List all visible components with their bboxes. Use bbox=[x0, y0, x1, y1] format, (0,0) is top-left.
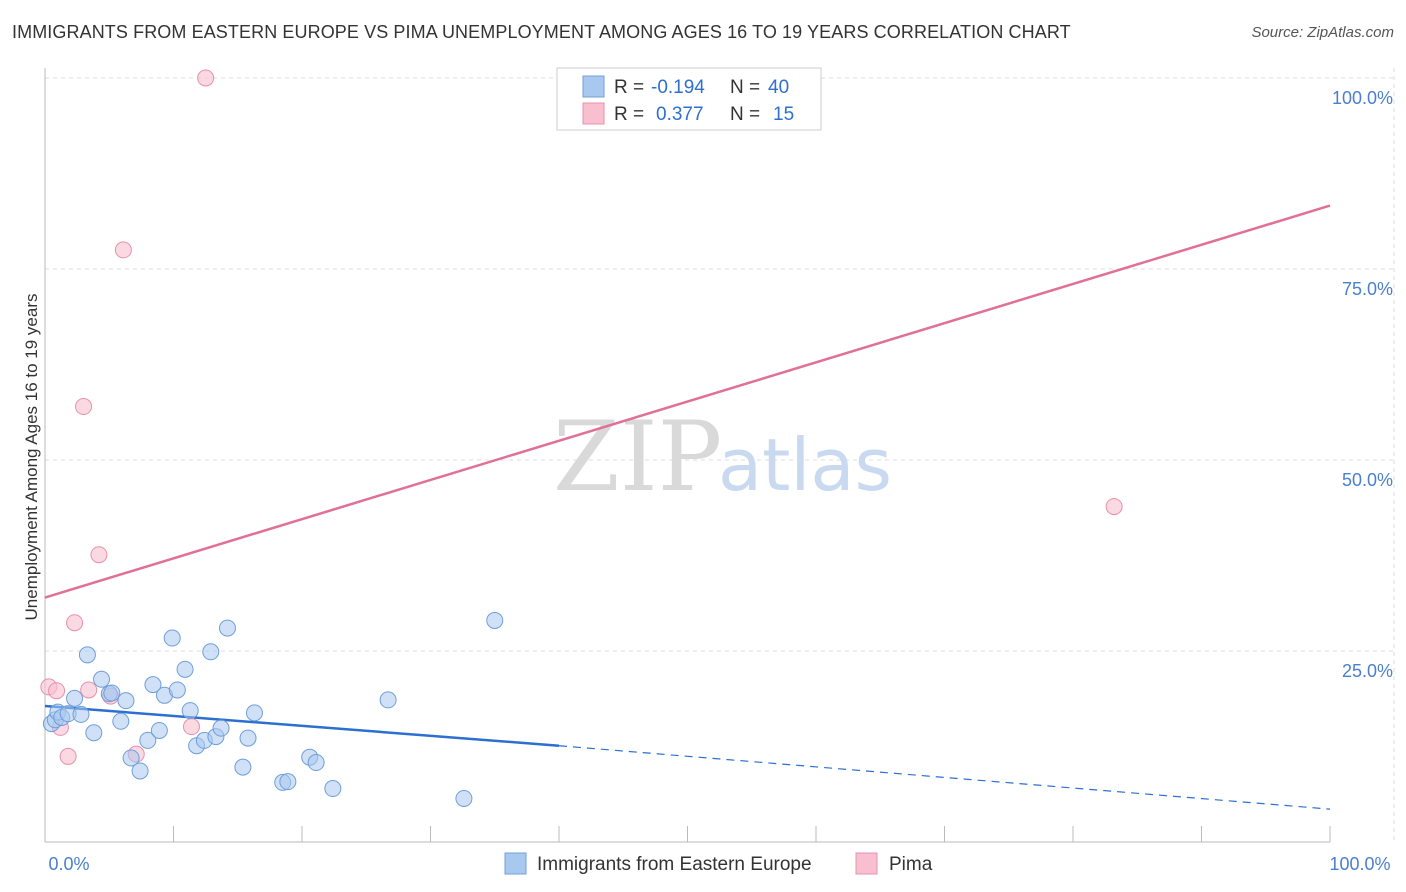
data-point-immigrants bbox=[379, 691, 397, 709]
x-tick-label: 100.0% bbox=[1329, 854, 1390, 874]
data-point-pima bbox=[48, 682, 66, 700]
data-point-immigrants bbox=[202, 643, 220, 661]
legend-r-label-immigrants: R = bbox=[614, 77, 644, 98]
data-points bbox=[40, 69, 1123, 807]
data-point-immigrants bbox=[66, 689, 84, 707]
y-tick-label: 100.0% bbox=[1332, 88, 1393, 108]
data-point-immigrants bbox=[234, 758, 252, 776]
legend-swatch-pima bbox=[582, 102, 605, 125]
data-point-immigrants bbox=[239, 729, 257, 747]
data-point-immigrants bbox=[93, 670, 111, 688]
data-point-immigrants bbox=[117, 692, 135, 710]
legend-r-value-immigrants: -0.194 bbox=[651, 77, 705, 98]
data-point-immigrants bbox=[163, 629, 181, 647]
legend-n-value-immigrants: 40 bbox=[768, 77, 789, 98]
data-point-pima bbox=[182, 718, 200, 736]
data-point-immigrants bbox=[486, 611, 504, 629]
data-point-immigrants bbox=[279, 773, 297, 791]
data-point-immigrants bbox=[112, 712, 130, 730]
y-tick-label: 50.0% bbox=[1342, 470, 1393, 490]
data-point-immigrants bbox=[72, 705, 90, 723]
series-legend-swatch-immigrants bbox=[504, 852, 527, 875]
data-point-immigrants bbox=[131, 762, 149, 780]
axes bbox=[44, 68, 1331, 843]
trend-lines bbox=[44, 204, 1331, 810]
data-point-immigrants bbox=[181, 702, 199, 720]
trend-line-immigrants bbox=[44, 704, 560, 747]
legend-r-value-pima: 0.377 bbox=[656, 104, 704, 125]
source-label: Source: ZipAtlas.com bbox=[1251, 24, 1394, 41]
data-point-pima bbox=[90, 546, 108, 564]
data-point-immigrants bbox=[168, 681, 186, 699]
data-point-immigrants bbox=[455, 789, 473, 807]
correlation-legend: R = -0.194 N = 40 R = 0.377 N = 15 bbox=[556, 67, 822, 131]
data-point-immigrants bbox=[245, 704, 263, 722]
data-point-pima bbox=[66, 614, 84, 632]
data-point-pima bbox=[59, 747, 77, 765]
legend-n-label-pima: N = bbox=[730, 104, 760, 125]
watermark-zip: ZIP bbox=[553, 401, 722, 513]
data-point-pima bbox=[1105, 498, 1123, 516]
data-point-pima bbox=[197, 69, 215, 87]
data-point-pima bbox=[75, 398, 93, 416]
trend-line-pima bbox=[44, 204, 1331, 599]
data-point-immigrants bbox=[103, 684, 121, 702]
chart-title: IMMIGRANTS FROM EASTERN EUROPE VS PIMA U… bbox=[12, 22, 1071, 42]
data-point-immigrants bbox=[218, 619, 236, 637]
series-legend-swatch-pima bbox=[855, 852, 878, 875]
legend-n-value-pima: 15 bbox=[773, 104, 794, 125]
x-tick-label: 0.0% bbox=[48, 854, 89, 874]
series-legend: Immigrants from Eastern Europe Pima bbox=[504, 852, 933, 875]
data-point-pima bbox=[114, 241, 132, 259]
y-tick-label: 75.0% bbox=[1342, 279, 1393, 299]
series-legend-label-pima: Pima bbox=[889, 854, 933, 875]
legend-r-label-pima: R = bbox=[614, 104, 644, 125]
legend-swatch-immigrants bbox=[582, 75, 605, 98]
data-point-immigrants bbox=[85, 724, 103, 742]
data-point-immigrants bbox=[324, 780, 342, 798]
trend-line-immigrants-extension bbox=[558, 745, 1331, 810]
y-tick-label: 25.0% bbox=[1342, 661, 1393, 681]
data-point-immigrants bbox=[144, 676, 162, 694]
data-point-immigrants bbox=[122, 749, 140, 767]
data-point-immigrants bbox=[176, 660, 194, 678]
data-point-immigrants bbox=[150, 721, 168, 739]
tick-labels: 25.0% 50.0% 75.0% 100.0% 0.0% 100.0% bbox=[48, 88, 1393, 874]
data-point-pima bbox=[80, 681, 98, 699]
legend-n-label-immigrants: N = bbox=[730, 77, 760, 98]
data-point-immigrants bbox=[212, 719, 230, 737]
data-point-immigrants bbox=[307, 754, 325, 772]
data-point-immigrants bbox=[78, 646, 96, 664]
data-point-immigrants bbox=[139, 731, 157, 749]
y-axis-label: Unemployment Among Ages 16 to 19 years bbox=[22, 294, 41, 621]
series-legend-label-immigrants: Immigrants from Eastern Europe bbox=[537, 854, 812, 875]
watermark-atlas: atlas bbox=[718, 423, 892, 507]
